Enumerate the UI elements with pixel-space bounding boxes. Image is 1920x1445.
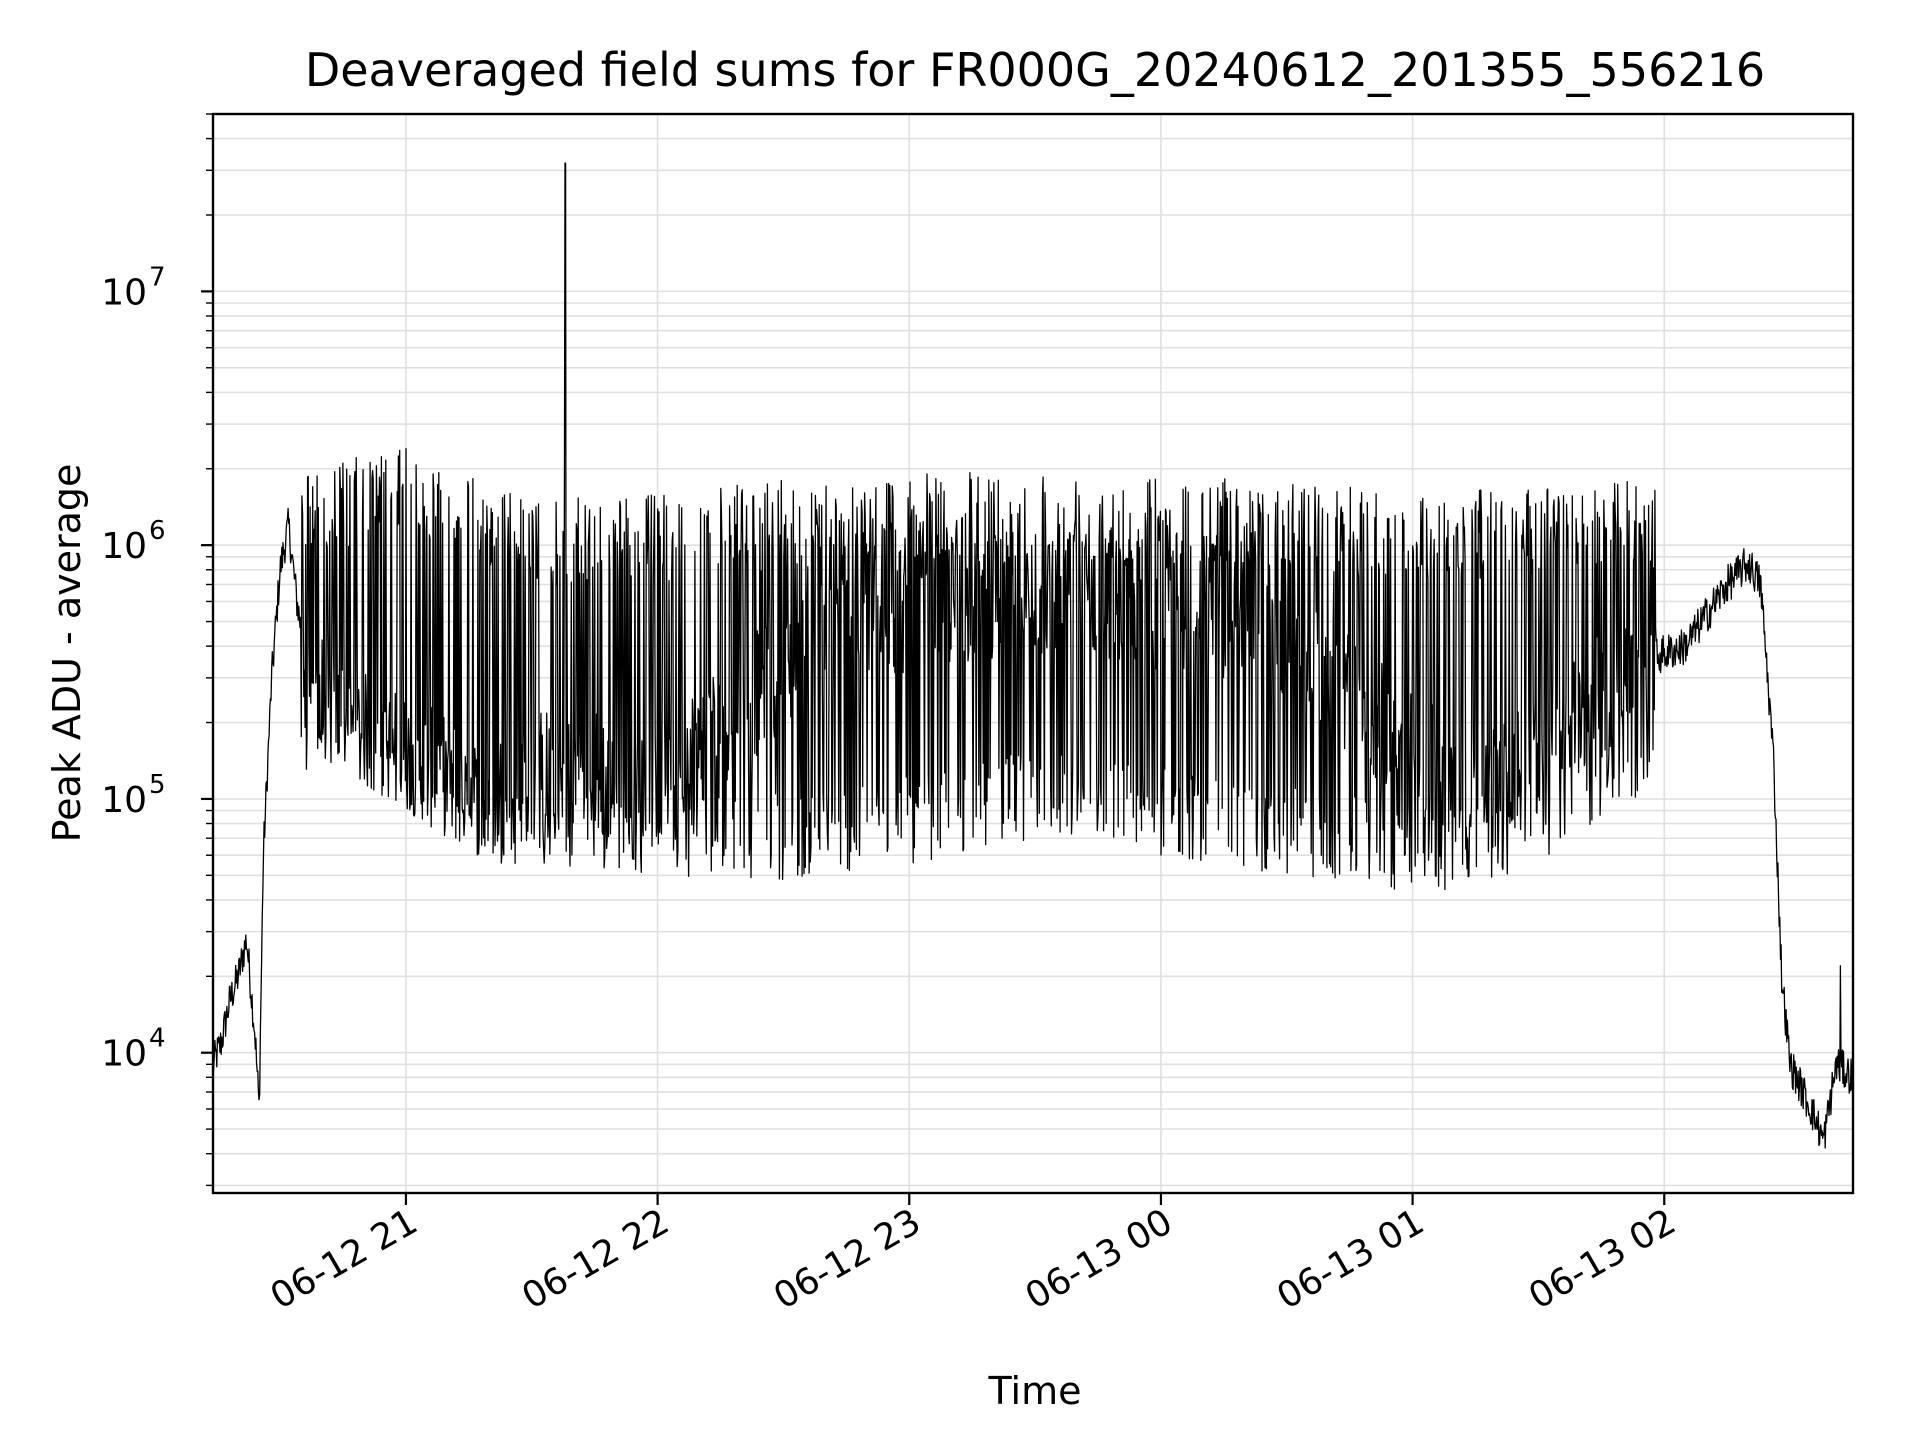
x-tick-label: 06-13 02 <box>1522 1201 1683 1317</box>
x-axis-ticks: 06-12 21 06-12 22 06-12 23 06-13 00 06-13 01… <box>264 1193 1683 1318</box>
y-tick-label-exponent: 6 <box>149 516 166 546</box>
y-tick-label-exponent: 5 <box>149 770 166 800</box>
y-tick-label-exponent: 4 <box>149 1024 166 1054</box>
x-tick-label: 06-13 00 <box>1019 1201 1180 1317</box>
x-axis-label: Time <box>988 1369 1082 1413</box>
chart-title: Deaveraged field sums for FR000G_2024061… <box>305 43 1765 97</box>
x-tick-label: 06-12 21 <box>264 1201 425 1317</box>
plot-frame <box>211 112 1855 1195</box>
series-line <box>212 162 1854 1149</box>
y-tick-label: 10 <box>101 780 147 821</box>
y-tick-label: 10 <box>101 1034 147 1075</box>
y-tick-label: 10 <box>101 272 147 313</box>
x-tick-label: 06-12 22 <box>515 1201 676 1317</box>
y-axis-label: Peak ADU - average <box>45 464 89 843</box>
y-tick-label-exponent: 7 <box>149 262 166 292</box>
y-tick-label: 10 <box>101 526 147 567</box>
x-tick-label: 06-13 01 <box>1270 1201 1431 1317</box>
series-layer <box>212 162 1854 1149</box>
x-tick-label: 06-12 23 <box>767 1201 928 1317</box>
